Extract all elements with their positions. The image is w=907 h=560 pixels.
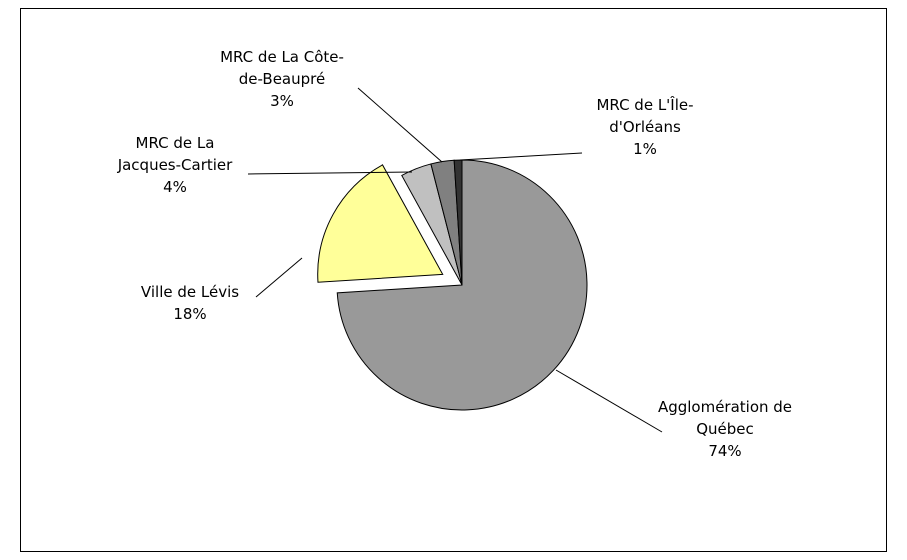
leader-line <box>459 152 583 161</box>
slice-label-line: de-Beaupré <box>239 70 325 88</box>
slice-label-line: MRC de La Côte- <box>220 48 344 66</box>
slice-label-line: Jacques-Cartier <box>117 156 233 174</box>
leader-line <box>255 257 303 298</box>
slice-label-line: d'Orléans <box>609 118 681 136</box>
slice-label: Ville de Lévis <box>141 283 239 301</box>
slice-label: MRC de La Jacques-Cartier <box>117 134 233 174</box>
slice-label-line: MRC de La <box>136 134 215 152</box>
slice-value-label: 3% <box>270 92 294 110</box>
slice-value-label: 4% <box>163 178 187 196</box>
slice-label-line: Ville de Lévis <box>141 283 239 301</box>
slice-label: MRC de L'Île-d'Orléans <box>596 95 693 136</box>
slice-label-line: Québec <box>696 420 754 438</box>
slice-label-line: MRC de L'Île- <box>596 95 693 114</box>
slice-value-label: 18% <box>173 305 206 323</box>
slice-label: Agglomération de Québec <box>658 398 792 438</box>
slice-label: MRC de La Côte-de-Beaupré <box>220 48 344 88</box>
chart-border <box>20 8 887 552</box>
leader-line <box>357 87 443 163</box>
leader-line <box>247 171 413 175</box>
leader-line <box>555 369 663 433</box>
slice-value-label: 1% <box>633 140 657 158</box>
slice-value-label: 74% <box>708 442 741 460</box>
pie-slice <box>317 164 444 283</box>
slice-label-line: Agglomération de <box>658 398 792 416</box>
